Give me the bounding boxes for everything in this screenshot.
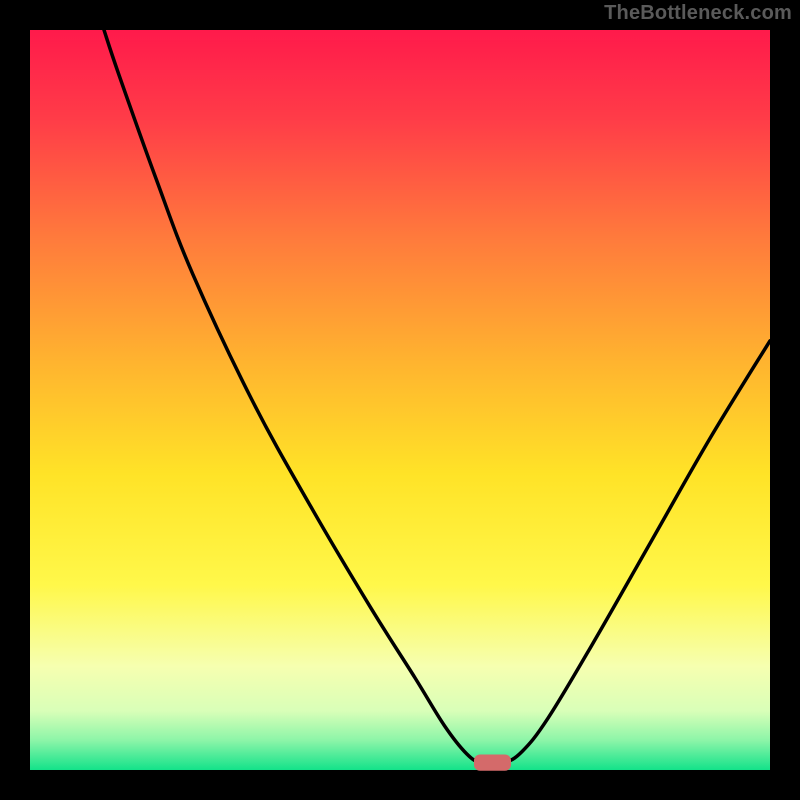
- chart-container: TheBottleneck.com: [0, 0, 800, 800]
- watermark-text: TheBottleneck.com: [604, 2, 792, 25]
- bottleneck-chart: [0, 0, 800, 800]
- optimum-marker: [474, 754, 511, 770]
